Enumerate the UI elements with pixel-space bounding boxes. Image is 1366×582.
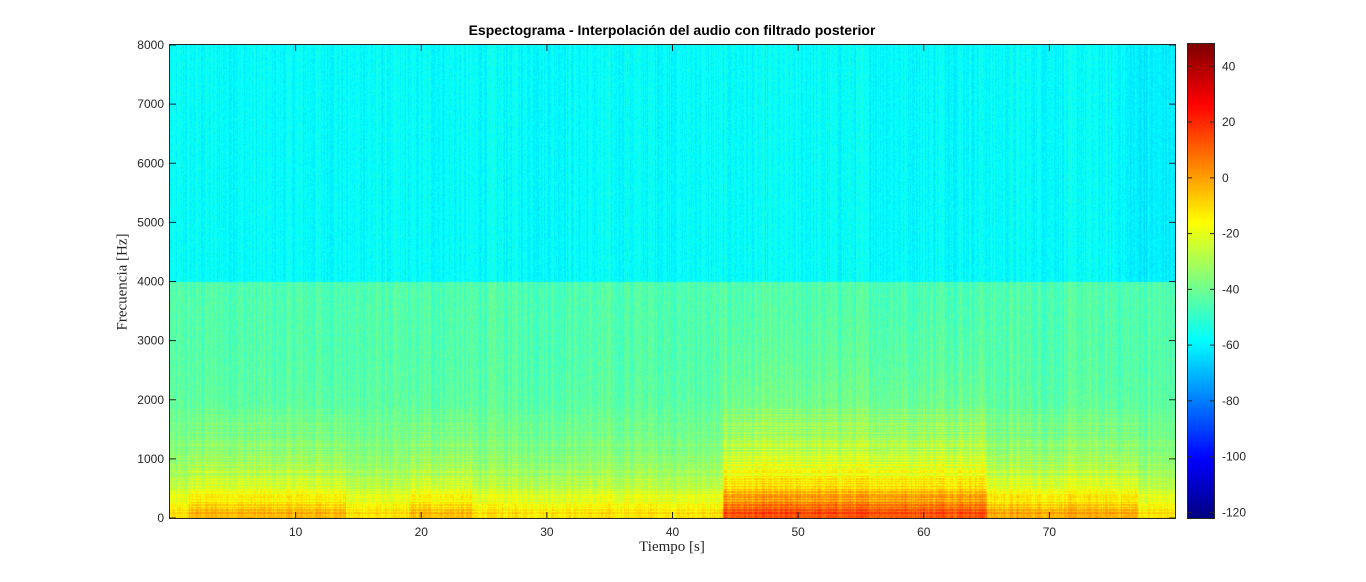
colorbar-gradient <box>1188 44 1214 518</box>
colorbar-tick-label: -20 <box>1222 227 1240 241</box>
chart-title: Espectograma - Interpolación del audio c… <box>468 22 876 38</box>
y-tick-label: 5000 <box>137 215 164 229</box>
colorbar-tick-label: 40 <box>1222 59 1236 73</box>
colorbar-frame <box>1187 43 1215 519</box>
y-tick-label: 1000 <box>137 452 164 466</box>
colorbar-tick-label: -40 <box>1222 282 1240 296</box>
colorbar-tick-label: -120 <box>1222 505 1246 519</box>
x-axis-label: Tiempo [s] <box>639 539 705 555</box>
x-tick-label: 10 <box>289 525 303 539</box>
spectrogram-image <box>170 45 1175 518</box>
y-tick-label: 0 <box>157 511 164 525</box>
y-tick-label: 6000 <box>137 156 164 170</box>
colorbar-tick-label: 20 <box>1222 115 1236 129</box>
y-tick-label: 2000 <box>137 393 164 407</box>
y-tick-label: 8000 <box>137 38 164 52</box>
x-tick-label: 60 <box>917 525 931 539</box>
colorbar-tick-label: -60 <box>1222 338 1240 352</box>
colorbar-tick-label: 0 <box>1222 171 1229 185</box>
colorbar-tick-label: -80 <box>1222 394 1240 408</box>
x-tick-label: 30 <box>540 525 554 539</box>
y-tick-label: 4000 <box>137 275 164 289</box>
colorbar-tick-label: -100 <box>1222 450 1246 464</box>
y-axis-label: Frecuencia [Hz] <box>114 233 131 331</box>
plot-frame <box>169 44 1176 519</box>
x-tick-label: 70 <box>1043 525 1057 539</box>
x-tick-label: 50 <box>791 525 805 539</box>
x-tick-label: 40 <box>666 525 680 539</box>
y-tick-label: 3000 <box>137 334 164 348</box>
x-tick-label: 20 <box>415 525 429 539</box>
y-tick-label: 7000 <box>137 97 164 111</box>
